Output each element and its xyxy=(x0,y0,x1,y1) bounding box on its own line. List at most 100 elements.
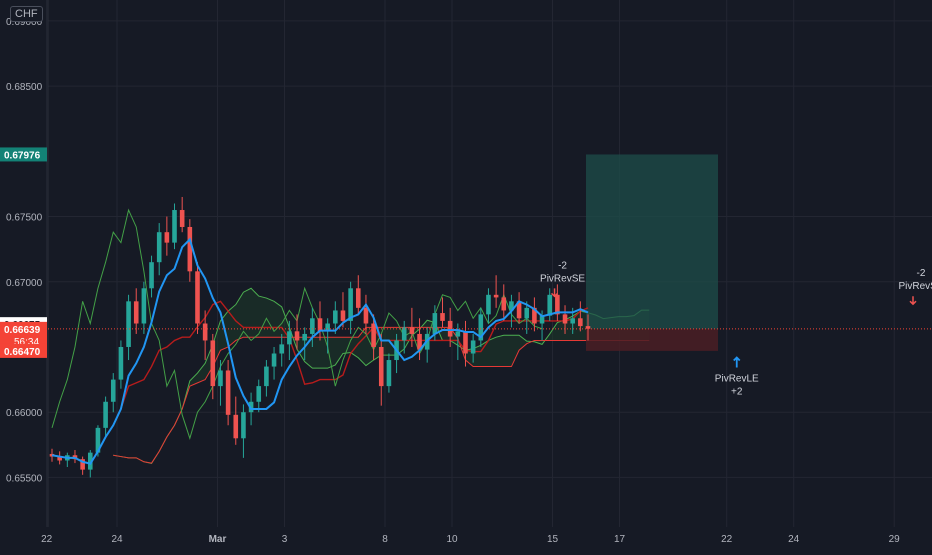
candle-body xyxy=(310,318,315,334)
candle-body xyxy=(524,307,530,319)
profit-target-zone xyxy=(586,154,718,329)
stop-price-badge: 0.66470 xyxy=(4,347,41,358)
candle-body xyxy=(110,379,116,402)
x-tick-label: Mar xyxy=(209,534,227,545)
candle-body xyxy=(432,313,438,334)
signal-qty: -2 xyxy=(917,268,926,279)
candle-body xyxy=(179,210,185,227)
current-price-badge: 0.66639 xyxy=(4,325,41,336)
y-tick-label: 0.67500 xyxy=(6,213,43,224)
candle-body xyxy=(562,314,568,324)
stop-loss-zone xyxy=(586,328,718,351)
candle-body xyxy=(493,294,499,298)
candle-body xyxy=(164,232,170,243)
candle-body xyxy=(516,301,522,319)
candle-body xyxy=(455,331,461,337)
candle-body xyxy=(103,401,108,428)
candle-body xyxy=(233,414,239,439)
candle-body xyxy=(156,232,162,263)
candle-body xyxy=(333,310,338,324)
current-price-badge-bg xyxy=(0,321,47,348)
x-tick-label: 17 xyxy=(614,534,626,545)
candle-body xyxy=(547,294,553,316)
candle-body xyxy=(386,360,392,387)
candle-body xyxy=(302,333,307,341)
y-tick-label: 0.67000 xyxy=(6,278,43,289)
candle-body xyxy=(409,327,415,334)
y-tick-label: 0.69000 xyxy=(6,17,43,28)
candle-body xyxy=(57,456,62,461)
signal-qty: -2 xyxy=(558,260,567,271)
candle-body xyxy=(287,331,292,345)
down-arrow-icon xyxy=(909,296,917,306)
ichimoku-cloud xyxy=(113,288,650,464)
candle-body xyxy=(578,318,583,327)
base-line xyxy=(51,300,589,464)
x-tick-label: 22 xyxy=(41,534,53,545)
candle-body xyxy=(539,315,545,324)
currency-chip[interactable]: CHF xyxy=(10,6,43,22)
strategy-signal-pivrevse-1: -2 PivRevSE xyxy=(540,260,585,298)
x-tick-label: 22 xyxy=(721,534,733,545)
candle-body xyxy=(501,297,507,311)
candle-body xyxy=(210,340,216,387)
y-tick-label: 0.65500 xyxy=(6,473,43,484)
candle-body xyxy=(195,271,200,324)
candle-body xyxy=(463,331,468,354)
y-tick-label: 0.66000 xyxy=(6,408,43,419)
conversion-line xyxy=(51,237,589,465)
candle-body xyxy=(478,314,484,341)
signal-label: PivRevLE xyxy=(715,374,759,385)
candle-body xyxy=(133,301,139,324)
candle-body xyxy=(279,344,285,354)
candle-body xyxy=(325,323,330,332)
x-tick-label: 24 xyxy=(788,534,800,545)
x-tick-label: 3 xyxy=(282,534,288,545)
candle-body xyxy=(371,323,376,347)
candle-body xyxy=(340,310,346,321)
candle-body xyxy=(440,313,445,321)
candle-body xyxy=(532,307,537,324)
candle-body xyxy=(87,452,93,470)
candle-body xyxy=(470,340,476,354)
candle-body xyxy=(417,333,422,350)
candle-body xyxy=(401,327,407,341)
candle-body xyxy=(271,353,277,367)
candle-body xyxy=(570,318,575,324)
candle-body xyxy=(378,346,384,387)
candle-body xyxy=(218,370,223,387)
candle-body xyxy=(348,288,353,321)
x-tick-label: 15 xyxy=(547,534,559,545)
x-tick-label: 8 xyxy=(382,534,388,545)
target-price-badge: 0.67976 xyxy=(4,150,41,161)
candle-body xyxy=(256,386,262,402)
candle-body xyxy=(118,346,124,380)
candle-body xyxy=(585,326,591,329)
strategy-signal-pivrevse-2: -2 PivRevSE xyxy=(898,268,932,306)
down-arrow-icon xyxy=(551,288,559,298)
candle-body xyxy=(80,459,85,470)
y-tick-label: 0.68500 xyxy=(6,82,43,93)
candle-body xyxy=(225,370,231,415)
x-tick-label: 10 xyxy=(446,534,458,545)
candle-body xyxy=(363,307,369,324)
candle-body xyxy=(241,412,246,439)
candle-body xyxy=(264,366,269,387)
candle-body xyxy=(509,301,514,311)
candle-body xyxy=(95,427,101,453)
candle-body xyxy=(187,226,193,272)
up-arrow-icon xyxy=(733,356,741,368)
target-price-badge-bg xyxy=(0,147,47,162)
signal-qty: +2 xyxy=(731,387,743,398)
candle-body xyxy=(126,301,131,347)
candle-body xyxy=(317,318,323,332)
candle-body xyxy=(294,331,300,341)
x-tick-label: 24 xyxy=(111,534,123,545)
candle-body xyxy=(172,210,177,243)
candle-body xyxy=(202,323,208,341)
signal-label: PivRevSE xyxy=(898,281,932,292)
candle-body xyxy=(355,288,361,308)
